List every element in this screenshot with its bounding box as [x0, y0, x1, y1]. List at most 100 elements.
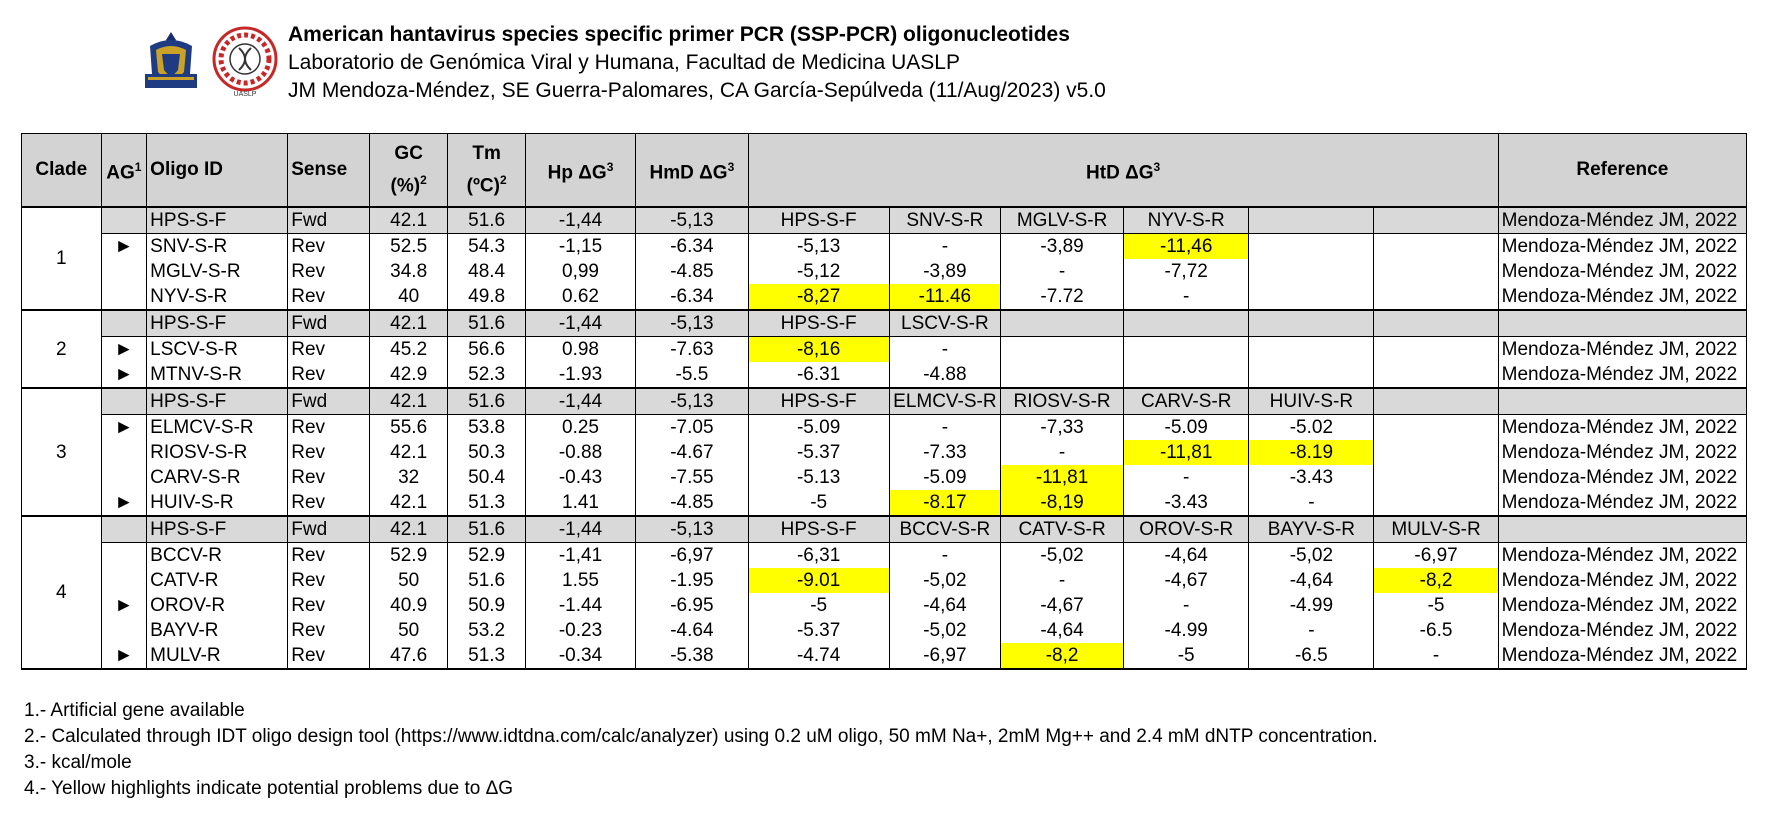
htd-cell [1373, 490, 1499, 517]
reference-cell: Mendoza-Méndez JM, 2022 [1497, 593, 1748, 618]
tm-cell: 53.8 [447, 414, 526, 440]
gc-cell: 42.1 [368, 309, 449, 337]
htd-cell: -6,97 [888, 643, 1002, 670]
gc-cell: 42.1 [368, 490, 449, 517]
ag-cell [100, 387, 148, 415]
htd-cell: -6.5 [1373, 618, 1499, 643]
htd-header-cell: NYV-S-R [1123, 206, 1250, 234]
htd-header-cell [1373, 309, 1499, 337]
col-sense: Sense [287, 133, 370, 208]
reference-cell: Mendoza-Méndez JM, 2022 [1497, 259, 1748, 284]
htd-cell [1248, 259, 1375, 284]
col-gc: GC (%)2 [368, 133, 449, 208]
reference-cell [1497, 515, 1748, 543]
htd-cell: -5.02 [1248, 414, 1375, 440]
oligo-id-cell: HPS-S-F [146, 387, 289, 415]
hp-cell: -1,15 [524, 233, 637, 259]
group-header-row: 4 HPS-S-F Fwd 42.1 51.6 -1,44 -5,13 HPS-S-F BCCV… [21, 515, 1748, 670]
footnote: 4.- Yellow highlights indicate potential… [24, 778, 514, 799]
tm-cell: 51.6 [447, 568, 526, 593]
reference-cell [1497, 309, 1748, 337]
tm-cell: 52.3 [447, 362, 526, 389]
htd-cell: - [888, 414, 1002, 440]
col-tm: Tm (ºC)2 [447, 133, 526, 208]
oligo-id-cell: LSCV-S-R [146, 336, 289, 362]
gc-cell: 34.8 [368, 259, 449, 284]
footnote: 3.- kcal/mole [24, 752, 132, 773]
reference-cell: Mendoza-Méndez JM, 2022 [1497, 465, 1748, 490]
htd-cell: -8,2 [1000, 643, 1125, 670]
reference-cell: Mendoza-Méndez JM, 2022 [1497, 643, 1748, 670]
sense-cell: Rev [287, 465, 370, 490]
htd-cell: - [1000, 259, 1125, 284]
htd-cell: -8.19 [1248, 440, 1375, 465]
htd-header-cell: RIOSV-S-R [1000, 387, 1125, 415]
artificial-gene-marker: ► [100, 336, 148, 362]
oligo-id-cell: HPS-S-F [146, 515, 289, 543]
col-htd: HtD ΔG3 [747, 133, 1499, 208]
htd-cell: -5 [1123, 643, 1250, 670]
htd-cell: -8,16 [747, 336, 890, 362]
artificial-gene-marker: ► [100, 362, 148, 389]
hp-cell: -1,44 [524, 206, 637, 234]
tm-cell: 48.4 [447, 259, 526, 284]
gc-cell: 42.1 [368, 515, 449, 543]
tm-cell: 51.6 [447, 387, 526, 415]
sense-cell: Rev [287, 336, 370, 362]
university-crest-logo [145, 32, 197, 88]
reference-cell: Mendoza-Méndez JM, 2022 [1497, 336, 1748, 362]
sense-cell: Rev [287, 440, 370, 465]
sense-cell: Rev [287, 233, 370, 259]
hmd-cell: -7.63 [635, 336, 749, 362]
gc-cell: 55.6 [368, 414, 449, 440]
gc-cell: 52.9 [368, 542, 449, 568]
htd-cell: -5,02 [888, 568, 1002, 593]
htd-header-cell [1373, 387, 1499, 415]
hp-cell: -1,44 [524, 309, 637, 337]
tm-cell: 51.6 [447, 515, 526, 543]
htd-cell [1000, 336, 1125, 362]
htd-header-cell: HPS-S-F [747, 309, 890, 337]
table-row: CATV-R Rev 50 51.6 1.55 -1.95 -9.01 -5,02- -4,67… [22, 568, 1748, 593]
sense-cell: Rev [287, 643, 370, 670]
table-row: ► ELMCV-S-R Rev 55.6 53.8 0.25 -7.05 -5.09- -7,3… [22, 414, 1748, 440]
gc-cell: 50 [368, 618, 449, 643]
gc-cell: 45.2 [368, 336, 449, 362]
tm-cell: 50.4 [447, 465, 526, 490]
htd-cell: -11,81 [1000, 465, 1125, 490]
htd-cell: - [1000, 568, 1125, 593]
hmd-cell: -4.67 [635, 440, 749, 465]
hmd-cell: -6.95 [635, 593, 749, 618]
htd-cell: -5 [747, 593, 890, 618]
oligo-id-cell: OROV-R [146, 593, 289, 618]
reference-cell: Mendoza-Méndez JM, 2022 [1497, 618, 1748, 643]
page-title: American hantavirus species specific pri… [288, 23, 1070, 46]
clade-cell: 3 [21, 387, 102, 517]
gc-cell: 42.1 [368, 206, 449, 234]
htd-header-cell: MGLV-S-R [1000, 206, 1125, 234]
reference-cell: Mendoza-Méndez JM, 2022 [1497, 568, 1748, 593]
hp-cell: -0.23 [524, 618, 637, 643]
htd-cell: -6.31 [747, 362, 890, 389]
htd-cell: -4,64 [1123, 542, 1250, 568]
hmd-cell: -7.05 [635, 414, 749, 440]
htd-header-cell: OROV-S-R [1123, 515, 1250, 543]
gc-cell: 32 [368, 465, 449, 490]
authors-line: JM Mendoza-Méndez, SE Guerra-Palomares, … [288, 79, 1106, 102]
table-row: MGLV-S-R Rev 34.8 48.4 0,99 -4.85 -5,12 -3,89- -… [22, 259, 1748, 284]
htd-cell: - [1123, 593, 1250, 618]
htd-header-cell: BCCV-S-R [888, 515, 1002, 543]
sense-cell: Fwd [287, 309, 370, 337]
hmd-cell: -5,13 [635, 206, 749, 234]
htd-header-cell: CARV-S-R [1123, 387, 1250, 415]
htd-cell [1373, 465, 1499, 490]
sense-cell: Rev [287, 284, 370, 311]
htd-cell [1373, 336, 1499, 362]
lab-name: Laboratorio de Genómica Viral y Humana, … [288, 51, 960, 74]
sense-cell: Rev [287, 362, 370, 389]
hmd-cell: -4.85 [635, 259, 749, 284]
htd-cell: -6,31 [747, 542, 890, 568]
htd-cell: -11,81 [1123, 440, 1250, 465]
gc-cell: 50 [368, 568, 449, 593]
hp-cell: -1.44 [524, 593, 637, 618]
